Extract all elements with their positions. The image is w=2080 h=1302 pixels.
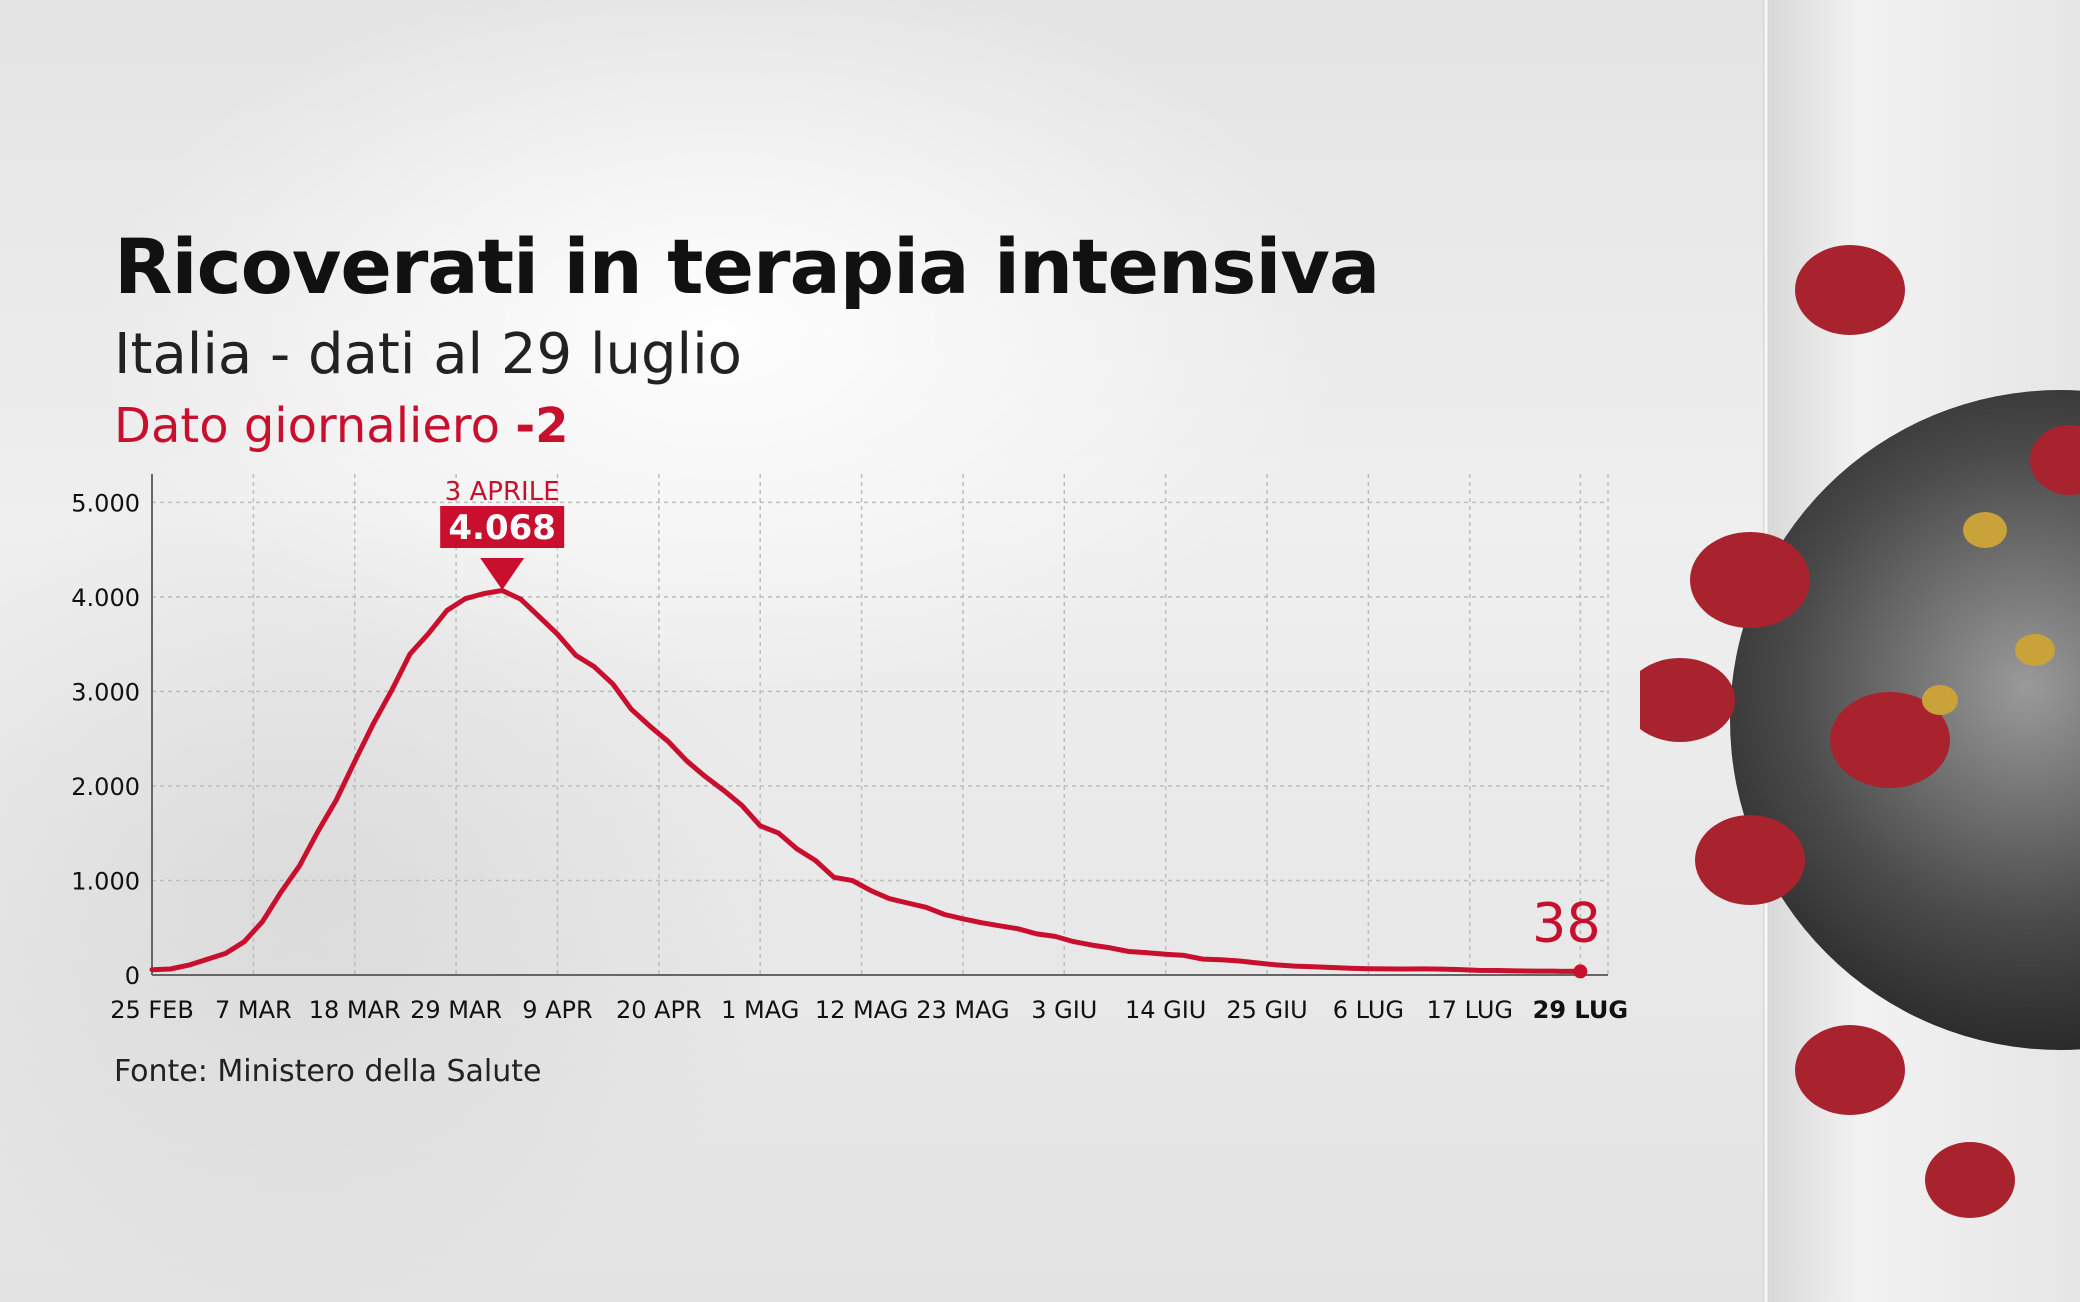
x-tick-label: 23 MAG <box>916 996 1009 1024</box>
y-tick-label: 1.000 <box>71 867 140 895</box>
x-tick-label: 14 GIU <box>1125 996 1206 1024</box>
y-tick-label: 4.000 <box>71 584 140 612</box>
x-tick-label: 29 LUG <box>1533 996 1628 1024</box>
daily-change-label: Dato giornaliero <box>114 398 500 454</box>
x-tick-label: 17 LUG <box>1427 996 1514 1024</box>
source-note: Fonte: Ministero della Salute <box>114 1054 542 1089</box>
x-tick-label: 25 GIU <box>1226 996 1307 1024</box>
x-tick-label: 7 MAR <box>215 996 292 1024</box>
peak-value-label: 4.068 <box>448 508 556 548</box>
y-tick-label: 5.000 <box>71 489 140 517</box>
x-tick-label: 18 MAR <box>309 996 401 1024</box>
daily-change-value: -2 <box>515 398 569 454</box>
x-tick-label: 25 FEB <box>110 996 194 1024</box>
x-tick-label: 29 MAR <box>410 996 502 1024</box>
y-tick-label: 3.000 <box>71 678 140 706</box>
chart-title: Ricoverati in terapia intensiva <box>114 222 1380 311</box>
chart-subtitle: Italia - dati al 29 luglio <box>114 322 742 387</box>
x-tick-label: 9 APR <box>522 996 592 1024</box>
series-line <box>149 588 1583 974</box>
daily-change: Dato giornaliero -2 <box>114 398 569 454</box>
y-tick-label: 2.000 <box>71 773 140 801</box>
x-tick-label: 3 GIU <box>1031 996 1097 1024</box>
peak-marker-arrow <box>480 558 525 590</box>
last-value-label: 38 <box>1532 891 1601 954</box>
x-tick-label: 1 MAG <box>721 996 799 1024</box>
last-point-marker <box>1573 964 1588 979</box>
x-tick-label: 6 LUG <box>1333 996 1404 1024</box>
x-tick-label: 12 MAG <box>815 996 908 1024</box>
virus-illustration <box>1640 245 2080 1218</box>
y-tick-label: 0 <box>125 962 140 990</box>
peak-value-box <box>440 506 565 548</box>
x-tick-label: 20 APR <box>616 996 702 1024</box>
peak-date-label: 3 APRILE <box>445 477 560 507</box>
